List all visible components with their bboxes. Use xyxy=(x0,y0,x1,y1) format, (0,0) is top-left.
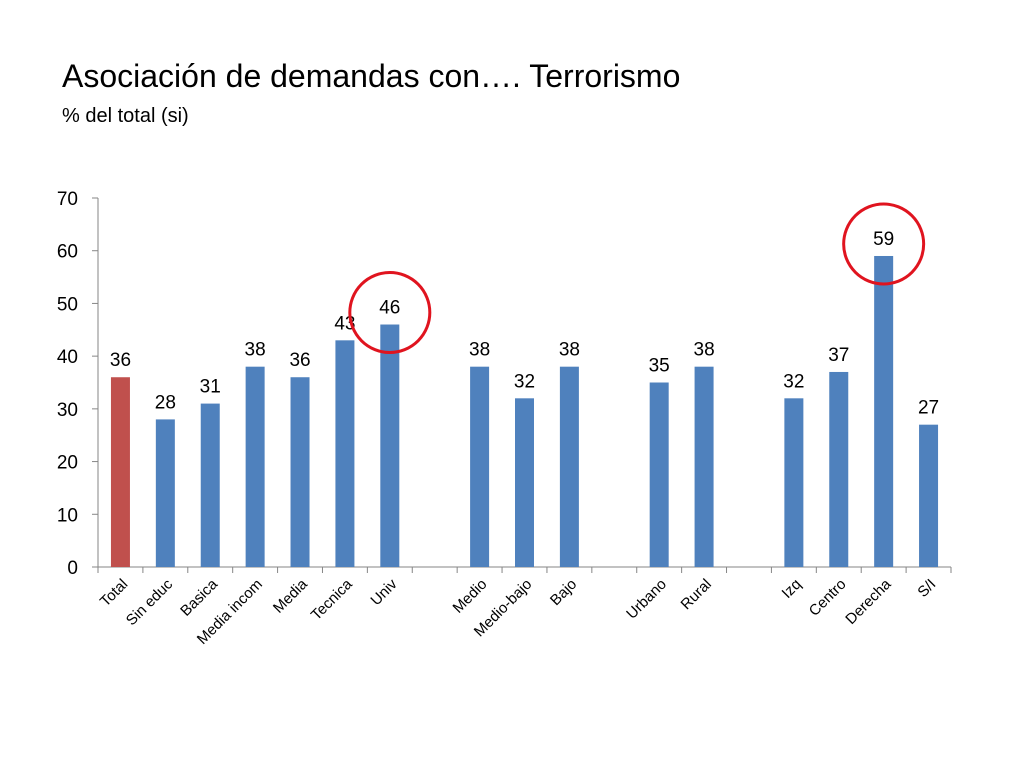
data-label: 35 xyxy=(649,356,670,377)
y-tick-label: 30 xyxy=(57,400,78,421)
category-label: Tecnica xyxy=(308,575,356,623)
data-label: 32 xyxy=(514,371,535,392)
category-label: Media xyxy=(270,575,311,616)
chart-title: Asociación de demandas con…. Terrorismo xyxy=(62,58,681,94)
bar xyxy=(110,377,130,567)
data-label: 36 xyxy=(110,350,131,371)
y-tick-label: 20 xyxy=(57,453,78,474)
category-label: Sin educ xyxy=(123,575,177,629)
data-label: 46 xyxy=(379,298,400,319)
bar xyxy=(559,366,579,567)
bar xyxy=(919,424,939,567)
bar xyxy=(874,255,894,567)
category-label: Rural xyxy=(678,576,715,613)
data-label: 32 xyxy=(783,371,804,392)
bar xyxy=(829,371,849,567)
y-tick-label: 70 xyxy=(57,189,78,210)
bar xyxy=(200,403,220,567)
chart-subtitle: % del total (si) xyxy=(62,105,189,127)
category-label: Centro xyxy=(806,576,850,620)
bar xyxy=(335,340,355,567)
category-label: Univ xyxy=(367,575,401,609)
data-label: 28 xyxy=(155,392,176,413)
bar xyxy=(784,398,804,567)
data-label: 36 xyxy=(289,350,310,371)
category-label: Bajo xyxy=(547,576,580,609)
data-label: 38 xyxy=(469,340,490,361)
bar xyxy=(515,398,534,567)
data-label: 27 xyxy=(918,398,939,419)
data-label: 38 xyxy=(245,340,266,361)
axes: 0 10 20 30 40 50 60 70 xyxy=(57,189,952,579)
bars xyxy=(110,255,939,567)
data-label: 38 xyxy=(559,340,580,361)
highlight-circles xyxy=(348,202,926,355)
category-label: Derecha xyxy=(842,575,895,628)
category-label: Basica xyxy=(177,575,221,619)
category-label: S/I xyxy=(914,576,939,601)
y-tick-label: 60 xyxy=(57,242,78,263)
bar xyxy=(290,377,310,567)
data-label: 59 xyxy=(873,229,894,250)
category-label: Urbano xyxy=(623,576,670,623)
y-tick-label: 10 xyxy=(57,505,78,526)
category-label: Izq xyxy=(779,576,805,602)
bar xyxy=(649,382,669,567)
y-tick-label: 40 xyxy=(57,347,78,368)
highlight-circle xyxy=(842,202,926,286)
data-label: 37 xyxy=(828,345,849,366)
bar xyxy=(155,419,175,567)
data-label: 31 xyxy=(200,377,221,398)
bar xyxy=(245,366,265,567)
y-tick-label: 0 xyxy=(67,558,78,579)
bar xyxy=(470,366,490,567)
category-label: Medio xyxy=(450,576,491,617)
bar xyxy=(380,324,400,567)
bar xyxy=(694,366,714,567)
y-tick-label: 50 xyxy=(57,294,78,315)
category-label: Total xyxy=(97,576,131,610)
highlight-circle xyxy=(348,271,432,355)
data-label: 38 xyxy=(694,340,715,361)
